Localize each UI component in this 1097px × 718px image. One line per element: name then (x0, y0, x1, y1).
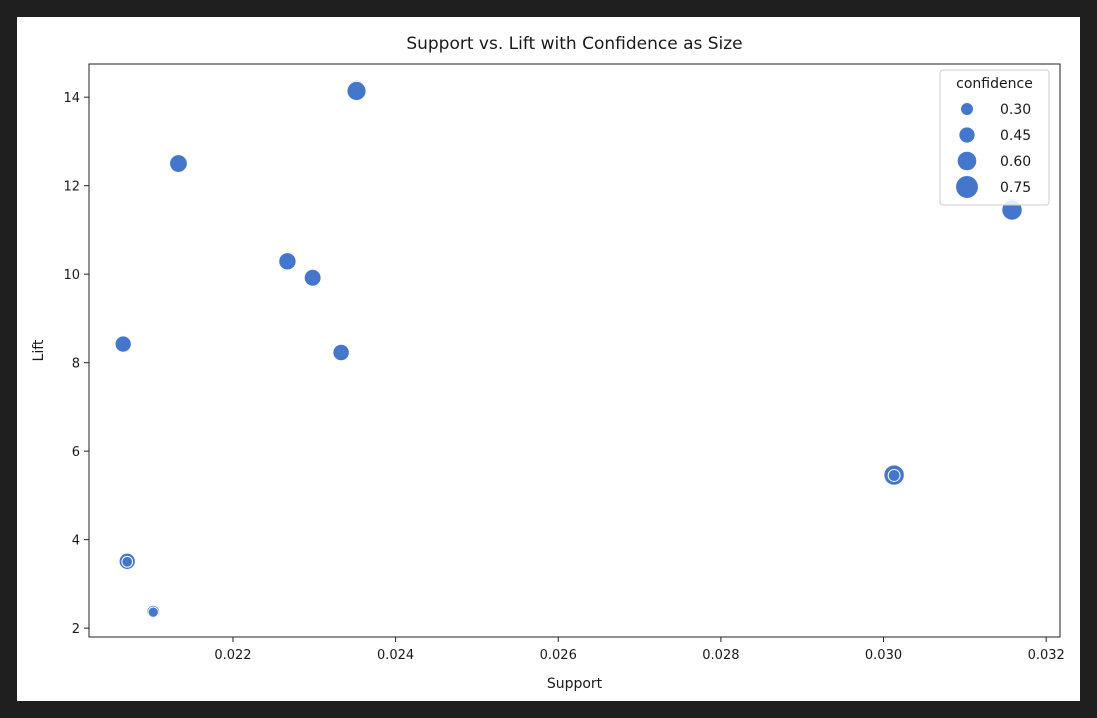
data-point (121, 555, 134, 568)
points-layer (114, 79, 1024, 619)
legend-marker (955, 175, 979, 199)
chart-figure: Support vs. Lift with Confidence as Size… (17, 17, 1080, 701)
y-tick-label: 10 (63, 268, 80, 283)
x-tick-label: 0.030 (865, 648, 902, 663)
legend-label: 0.75 (1000, 180, 1031, 196)
y-tick-label: 8 (72, 357, 80, 372)
data-point (169, 154, 188, 173)
legend-entries: 0.30 0.45 0.60 0.75 (955, 102, 1031, 199)
x-tick-label: 0.022 (214, 648, 251, 663)
scatter-chart: Support vs. Lift with Confidence as Size… (31, 34, 1065, 692)
legend: confidence 0.30 0.45 0.60 0.75 (939, 69, 1050, 206)
y-tick-label: 4 (72, 534, 80, 549)
data-point (332, 343, 350, 362)
legend-label: 0.60 (1000, 154, 1031, 170)
y-tick-label: 14 (63, 91, 80, 106)
y-tick-label: 12 (63, 180, 80, 195)
legend-label: 0.30 (1000, 102, 1031, 118)
data-point (887, 469, 901, 482)
x-tick-label: 0.032 (1028, 648, 1065, 663)
x-axis-ticks: 0.022 0.024 0.026 0.028 0.030 0.032 (214, 637, 1065, 663)
data-point (147, 606, 159, 618)
legend-marker (960, 102, 974, 116)
x-tick-label: 0.028 (702, 648, 739, 663)
y-axis-ticks: 2 4 6 8 10 12 14 (63, 91, 89, 637)
axes-frame (88, 63, 1061, 638)
data-point (114, 335, 132, 353)
legend-marker (958, 126, 976, 144)
y-axis-label: Lift (31, 339, 47, 361)
legend-label: 0.45 (1000, 128, 1031, 144)
legend-title: confidence (956, 76, 1033, 92)
data-point (278, 252, 297, 271)
legend-marker (956, 150, 978, 172)
data-point (346, 80, 367, 102)
x-tick-label: 0.024 (377, 648, 414, 663)
y-tick-label: 6 (72, 445, 80, 460)
x-tick-label: 0.026 (540, 648, 577, 663)
data-point (303, 268, 322, 287)
chart-title: Support vs. Lift with Confidence as Size (406, 34, 742, 54)
x-axis-label: Support (547, 676, 603, 692)
y-tick-label: 2 (72, 622, 80, 637)
